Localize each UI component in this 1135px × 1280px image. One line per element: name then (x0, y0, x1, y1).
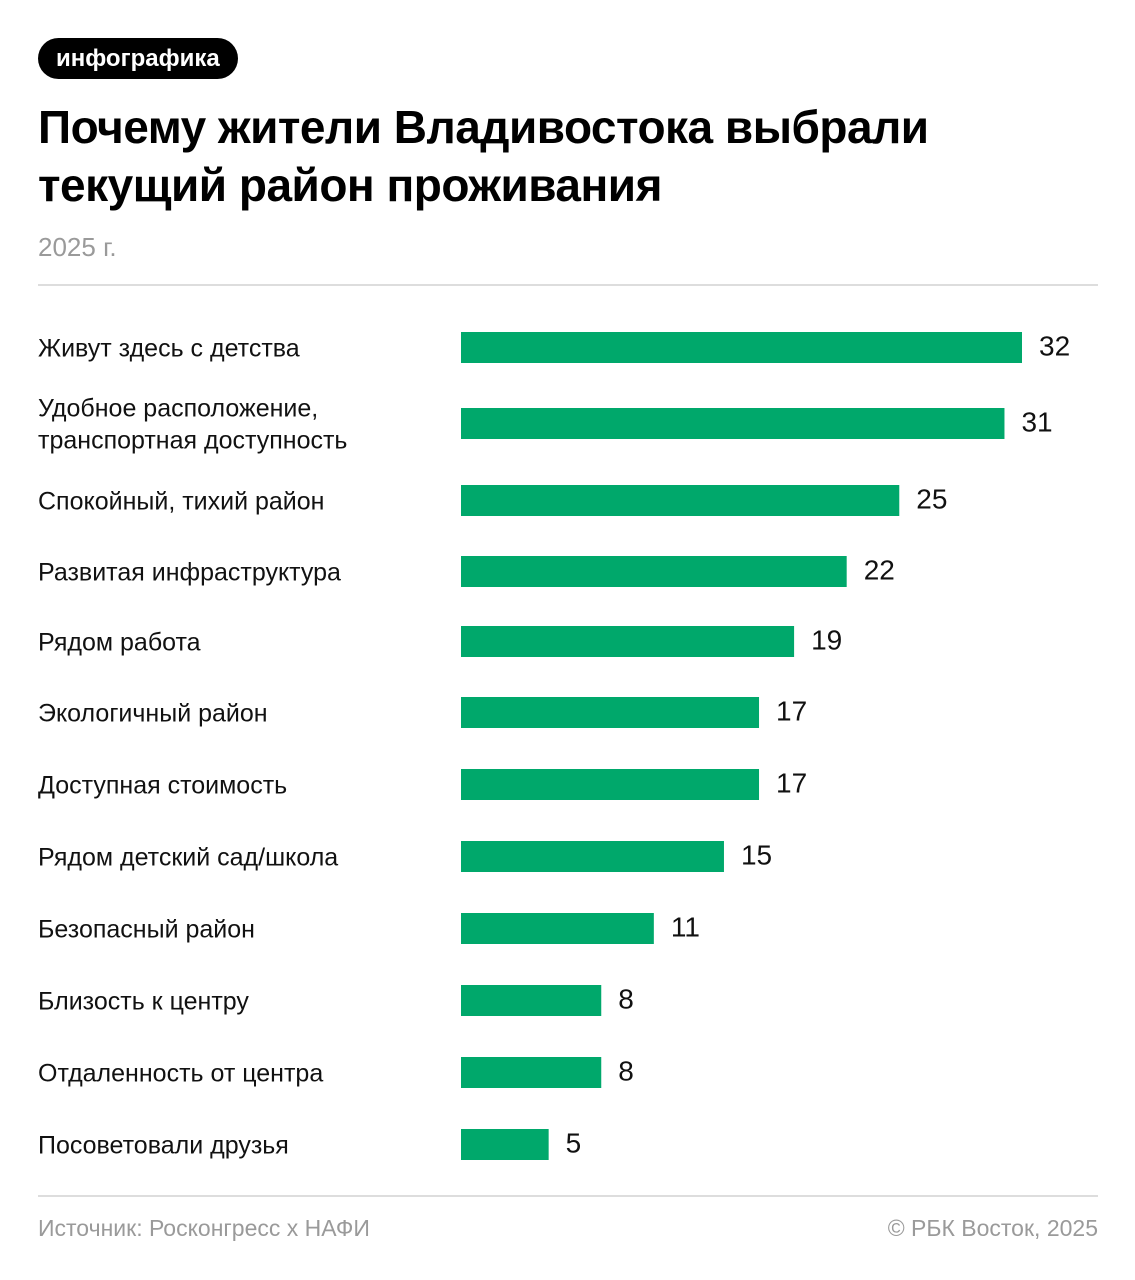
bar (461, 697, 760, 728)
bar (461, 556, 847, 587)
category-label: Близость к центру (38, 988, 249, 1016)
category-label: Развитая инфраструктура (38, 559, 341, 587)
value-label: 17 (776, 696, 807, 727)
bar (461, 913, 654, 944)
category-label: Доступная стоимость (38, 772, 287, 800)
copyright-note: © РБК Восток, 2025 (887, 1215, 1098, 1241)
bar (461, 332, 1022, 363)
category-label: Посоветовали друзья (38, 1132, 289, 1160)
value-label: 8 (618, 984, 634, 1015)
value-label: 25 (916, 484, 947, 515)
value-label: 11 (671, 912, 700, 943)
bar (461, 841, 724, 872)
category-label: Рядом детский сад/школа (38, 844, 338, 872)
bar (461, 1129, 549, 1160)
infographic-badge: инфографика (38, 38, 238, 79)
category-label: Удобное расположение, транспортная доступ… (38, 395, 347, 455)
value-label: 31 (1021, 407, 1052, 438)
category-label: Спокойный, тихий район (38, 488, 325, 516)
bar (461, 408, 1005, 439)
value-label: 17 (776, 768, 807, 799)
chart-subtitle: 2025 г. (38, 232, 117, 262)
value-label: 19 (811, 625, 842, 656)
value-label: 5 (566, 1128, 582, 1159)
bar (461, 485, 900, 516)
value-label: 22 (864, 555, 895, 586)
value-label: 32 (1039, 331, 1070, 362)
bottom-divider (38, 1195, 1098, 1197)
category-label: Рядом работа (38, 629, 201, 657)
value-label: 15 (741, 840, 772, 871)
category-label: Безопасный район (38, 916, 255, 944)
source-note: Источник: Росконгресс х НАФИ (38, 1215, 370, 1241)
bar (461, 985, 602, 1016)
chart-title: Почему жители Владивостока выбрали текущ… (38, 101, 929, 211)
category-label: Живут здесь с детства (38, 335, 300, 363)
category-label: Отдаленность от центра (38, 1060, 323, 1088)
bar (461, 1057, 602, 1088)
category-label: Экологичный район (38, 700, 268, 728)
bar (461, 769, 760, 800)
bar (461, 626, 795, 657)
value-label: 8 (618, 1056, 634, 1087)
top-divider (38, 284, 1098, 286)
